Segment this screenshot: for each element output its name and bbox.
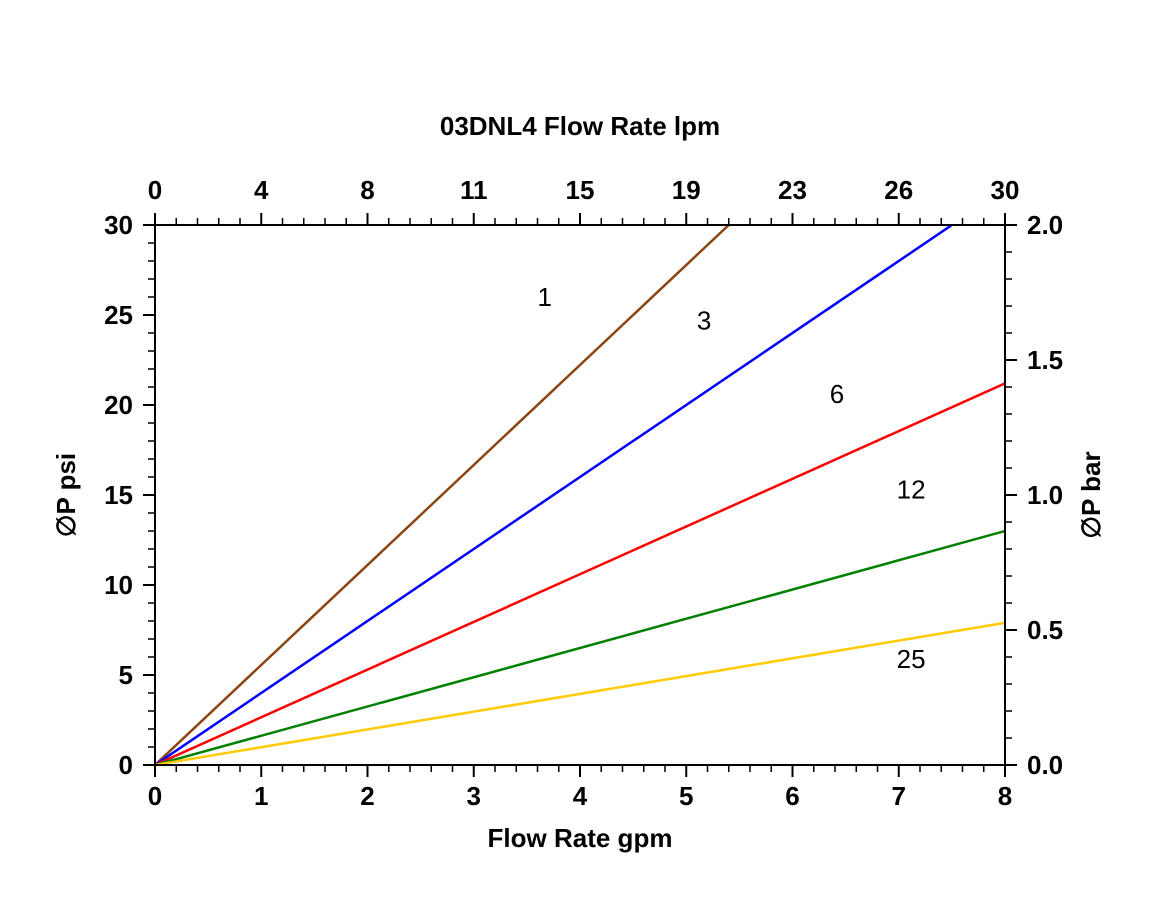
series-label-25: 25 (897, 644, 926, 674)
y-left-tick-label: 15 (104, 480, 133, 510)
x-top-tick-label: 15 (566, 175, 595, 205)
series-label-3: 3 (697, 305, 711, 335)
x-top-tick-label: 30 (991, 175, 1020, 205)
y-right-tick-label: 2.0 (1027, 210, 1063, 240)
x-top-tick-label: 26 (884, 175, 913, 205)
series-label-6: 6 (830, 379, 844, 409)
x-bottom-tick-label: 2 (360, 781, 374, 811)
y-left-tick-label: 5 (119, 660, 133, 690)
x-top-tick-label: 19 (672, 175, 701, 205)
y-left-label: ∅P psi (51, 453, 81, 537)
x-bottom-tick-label: 1 (254, 781, 268, 811)
x-bottom-tick-label: 7 (892, 781, 906, 811)
y-right-label: ∅P bar (1076, 451, 1106, 538)
x-bottom-tick-label: 6 (785, 781, 799, 811)
x-bottom-tick-label: 8 (998, 781, 1012, 811)
y-left-tick-label: 20 (104, 390, 133, 420)
y-left-tick-label: 30 (104, 210, 133, 240)
y-left-tick-label: 10 (104, 570, 133, 600)
series-label-1: 1 (538, 282, 552, 312)
x-top-tick-label: 4 (254, 175, 269, 205)
y-right-tick-label: 0.5 (1027, 615, 1063, 645)
x-bottom-tick-label: 3 (467, 781, 481, 811)
y-left-tick-label: 0 (119, 750, 133, 780)
x-top-tick-label: 23 (778, 175, 807, 205)
y-right-tick-label: 1.5 (1027, 345, 1063, 375)
y-left-tick-label: 25 (104, 300, 133, 330)
x-top-tick-label: 8 (360, 175, 374, 205)
x-top-tick-label: 0 (148, 175, 162, 205)
x-bottom-tick-label: 0 (148, 781, 162, 811)
y-right-tick-label: 0.0 (1027, 750, 1063, 780)
series-label-12: 12 (897, 475, 926, 505)
chart-title-top: 03DNL4 Flow Rate lpm (440, 111, 720, 141)
x-bottom-tick-label: 5 (679, 781, 693, 811)
x-bottom-tick-label: 4 (573, 781, 588, 811)
chart-container: 012345678Flow Rate gpm04811151923263003D… (0, 0, 1164, 904)
chart-svg: 012345678Flow Rate gpm04811151923263003D… (0, 0, 1164, 904)
x-bottom-label: Flow Rate gpm (488, 823, 673, 853)
y-right-tick-label: 1.0 (1027, 480, 1063, 510)
x-top-tick-label: 11 (460, 175, 488, 205)
